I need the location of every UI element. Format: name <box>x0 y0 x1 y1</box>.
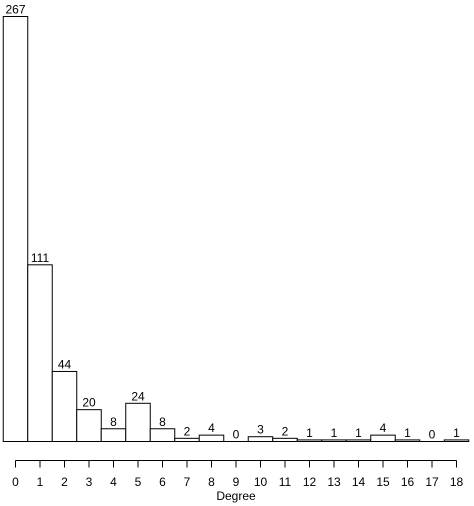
data-label-6: 8 <box>159 415 166 429</box>
x-tick-label-17: 17 <box>425 475 439 489</box>
data-label-13: 1 <box>331 426 338 440</box>
data-label-5: 24 <box>131 389 145 403</box>
x-tick-label-8: 8 <box>208 475 215 489</box>
data-label-14: 1 <box>355 426 362 440</box>
data-label-12: 1 <box>306 426 313 440</box>
x-tick-label-15: 15 <box>376 475 390 489</box>
bar-15 <box>370 434 396 443</box>
data-label-15: 4 <box>380 421 387 435</box>
data-label-17: 0 <box>429 428 436 442</box>
bar-5 <box>125 402 151 443</box>
data-label-7: 2 <box>184 424 191 438</box>
x-tick-label-5: 5 <box>135 475 142 489</box>
bar-2 <box>51 370 78 443</box>
x-tick-label-9: 9 <box>233 475 240 489</box>
bar-3 <box>76 409 102 442</box>
x-tick-label-16: 16 <box>401 475 415 489</box>
data-label-16: 1 <box>404 426 411 440</box>
bar-1 <box>27 264 53 442</box>
data-label-18: 1 <box>453 426 460 440</box>
data-label-2: 44 <box>58 357 72 371</box>
x-tick-label-11: 11 <box>279 475 292 489</box>
data-label-10: 3 <box>257 423 264 437</box>
bar-4 <box>100 428 127 443</box>
x-tick-label-6: 6 <box>159 475 166 489</box>
x-axis-label: Degree <box>216 489 256 503</box>
data-label-11: 2 <box>282 424 289 438</box>
x-axis-tick-labels: 0 1 2 3 4 5 6 7 8 9 10 11 12 13 14 15 16 17 18 <box>12 475 463 489</box>
data-label-9: 0 <box>233 428 240 442</box>
x-tick-label-7: 7 <box>184 475 191 489</box>
bar-8 <box>198 434 225 443</box>
x-tick-label-1: 1 <box>37 475 44 489</box>
x-tick-label-13: 13 <box>327 475 341 489</box>
x-tick-label-14: 14 <box>352 475 366 489</box>
data-label-4: 8 <box>110 415 117 429</box>
data-label-0: 267 <box>5 3 25 17</box>
data-label-3: 20 <box>82 396 96 410</box>
data-label-1: 111 <box>31 251 50 265</box>
bar-10 <box>247 436 274 443</box>
x-tick-label-2: 2 <box>61 475 68 489</box>
bar-0 <box>2 16 29 442</box>
x-tick-label-18: 18 <box>450 475 464 489</box>
data-label-8: 4 <box>208 421 215 435</box>
x-tick-label-10: 10 <box>254 475 268 489</box>
x-tick-label-3: 3 <box>86 475 93 489</box>
x-tick-label-12: 12 <box>303 475 317 489</box>
x-tick-label-0: 0 <box>12 475 19 489</box>
bar-6 <box>149 428 176 443</box>
x-tick-label-4: 4 <box>110 475 117 489</box>
bars-group <box>2 16 470 443</box>
x-axis-ticks <box>15 460 457 468</box>
